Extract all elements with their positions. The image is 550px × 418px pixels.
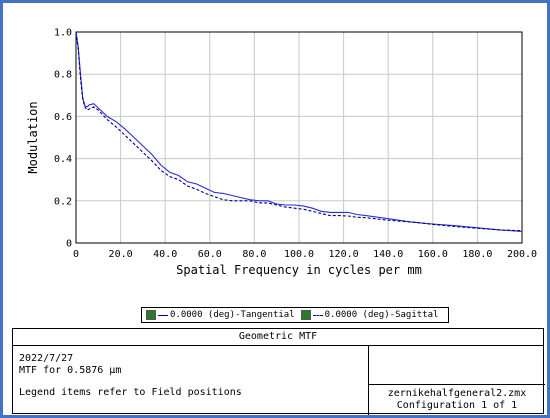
x-tick-label: 140.0: [373, 249, 403, 260]
x-tick-label: 120.0: [329, 249, 359, 260]
x-tick-label: 40.0: [153, 249, 177, 260]
x-tick-label: 60.0: [198, 249, 222, 260]
mtf-chart: 0 20.0 40.0 60.0 80.0 100.0 120.0 140.0 160.0 180…: [26, 28, 537, 278]
x-tick-label: 200.0: [507, 249, 537, 260]
x-tick-label: 100.0: [284, 249, 314, 260]
info-filename: zernikehalfgeneral2.zmx: [387, 388, 527, 399]
info-configuration: Configuration 1 of 1: [396, 400, 518, 411]
x-tick-label: 0: [73, 249, 79, 260]
y-tick-label: 0.8: [54, 70, 72, 81]
info-box: Geometric MTF 2022/7/27 MTF for 0.5876 µ…: [12, 328, 545, 415]
y-tick-label: 0: [66, 239, 72, 250]
x-tick-label: 180.0: [462, 249, 492, 260]
dashed-line-icon: [312, 314, 323, 316]
legend-item-tangential: 0.0000 (deg)-Tangential: [146, 310, 295, 320]
y-tick-label: 0.6: [54, 112, 72, 123]
legend-item-sagittal: 0.0000 (deg)-Sagittal: [300, 310, 439, 320]
info-note: Legend items refer to Field positions: [19, 387, 242, 398]
info-date: 2022/7/27: [19, 353, 74, 364]
x-tick-label: 20.0: [109, 249, 133, 260]
y-tick-label: 0.2: [54, 196, 72, 207]
legend-swatch-icon: [146, 310, 156, 320]
y-tick-label: 0.4: [54, 154, 72, 165]
legend-label-tangential: 0.0000 (deg)-Tangential: [170, 310, 295, 320]
info-title: Geometric MTF: [13, 329, 543, 346]
info-right: zernikehalfgeneral2.zmx Configuration 1 …: [369, 384, 545, 415]
legend-label-sagittal: 0.0000 (deg)-Sagittal: [324, 310, 439, 320]
series-line-tangential: [75, 31, 523, 232]
plot-border: [75, 31, 523, 244]
info-wavelength: MTF for 0.5876 µm: [19, 365, 122, 376]
x-tick-label: 80.0: [242, 249, 266, 260]
y-axis-label: Modulation: [26, 101, 40, 173]
legend: 0.0000 (deg)-Tangential 0.0000 (deg)-Sag…: [141, 307, 450, 323]
legend-swatch-icon: [300, 310, 311, 320]
solid-line-icon: [158, 314, 168, 316]
info-left: 2022/7/27 MTF for 0.5876 µm Legend items…: [19, 353, 242, 399]
x-axis-label: Spatial Frequency in cycles per mm: [176, 263, 422, 277]
y-tick-label: 1.0: [54, 28, 72, 39]
x-tick-label: 160.0: [418, 249, 448, 260]
info-divider: [368, 345, 369, 415]
